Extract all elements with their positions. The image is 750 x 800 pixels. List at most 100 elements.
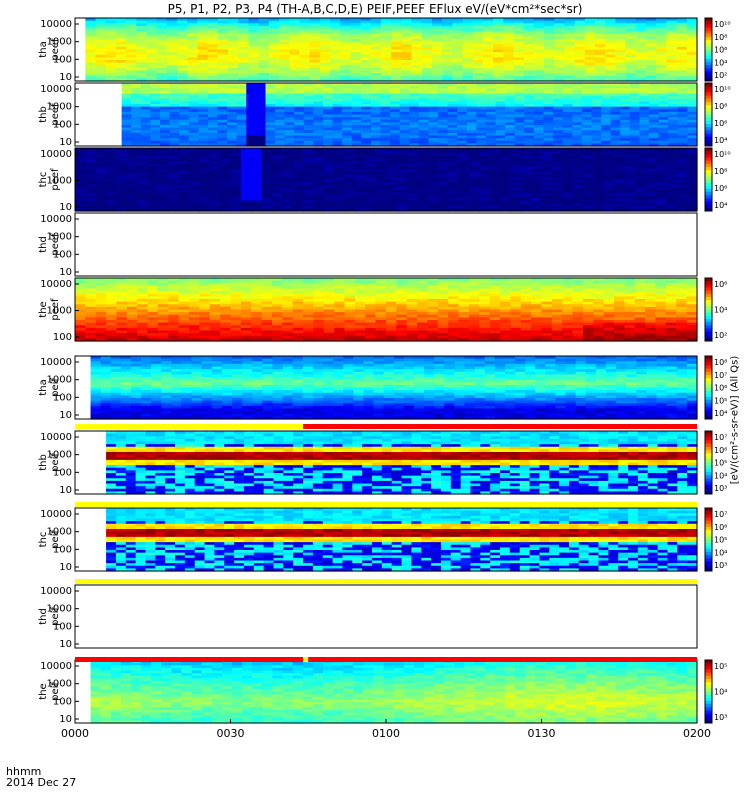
heatmap-cell — [421, 54, 433, 58]
heatmap-cell — [582, 155, 594, 160]
heatmap-cell — [677, 88, 689, 92]
heatmap-cell — [279, 18, 290, 22]
heatmap-cell — [95, 179, 107, 183]
heatmap-cell — [452, 28, 464, 32]
heatmap-cell — [476, 83, 487, 87]
heatmap-cell — [514, 140, 525, 144]
heatmap-cell — [313, 187, 325, 191]
heatmap-cell — [687, 114, 698, 118]
heatmap-cell — [495, 85, 506, 89]
heatmap-cell — [146, 20, 158, 24]
heatmap-cell — [361, 132, 372, 137]
heatmap-cell — [248, 28, 260, 32]
heatmap-cell — [85, 283, 97, 287]
heatmap-cell — [635, 44, 647, 48]
heatmap-cell — [292, 208, 304, 212]
heatmap-cell — [169, 127, 180, 131]
heatmap-cell — [251, 312, 263, 316]
heatmap-cell — [275, 83, 286, 87]
heatmap-cell — [510, 184, 522, 188]
heatmap-cell — [438, 130, 449, 134]
heatmap-cell — [582, 169, 594, 173]
heatmap-cell — [572, 150, 584, 154]
heatmap-cell — [624, 195, 636, 199]
heatmap-cell — [625, 44, 637, 48]
heatmap-cell — [209, 327, 221, 332]
heatmap-cell — [106, 176, 118, 181]
heatmap-cell — [189, 322, 200, 326]
heatmap-cell — [126, 205, 138, 209]
heatmap-cell — [284, 90, 295, 95]
heatmap-cell — [615, 57, 627, 61]
heatmap-cell — [510, 153, 522, 157]
heatmap-cell — [380, 44, 392, 48]
heatmap-cell — [209, 291, 221, 295]
heatmap-cell — [220, 306, 232, 311]
heatmap-cell — [541, 166, 553, 170]
heatmap-cell — [282, 148, 294, 152]
heatmap-cell — [289, 36, 301, 40]
heatmap-cell — [468, 208, 480, 212]
heatmap-cell — [543, 85, 554, 89]
heatmap-cell — [160, 130, 171, 134]
heatmap-cell — [495, 138, 506, 142]
heatmap-cell — [686, 171, 698, 175]
heatmap-cell — [323, 135, 334, 139]
heatmap-cell — [282, 184, 294, 188]
heatmap-cell — [198, 135, 209, 139]
heatmap-cell — [157, 330, 169, 334]
heatmap-cell — [126, 304, 138, 308]
heatmap-cell — [620, 132, 631, 137]
heatmap-cell — [268, 46, 280, 51]
heatmap-cell — [309, 57, 321, 61]
heatmap-cell — [313, 158, 325, 162]
heatmap-cell — [476, 132, 487, 137]
heatmap-cell — [303, 317, 315, 321]
heatmap-cell — [199, 192, 211, 196]
heatmap-cell — [323, 85, 334, 89]
heatmap-cell — [177, 65, 188, 69]
heatmap-cell — [391, 31, 402, 35]
heatmap-cell — [95, 18, 107, 22]
heatmap-cell — [95, 70, 107, 74]
heatmap-cell — [620, 93, 631, 97]
heatmap-cell — [126, 203, 138, 207]
heatmap-cell — [462, 60, 474, 64]
heatmap-cell — [514, 111, 525, 116]
heatmap-cell — [157, 166, 169, 170]
heatmap-cell — [240, 278, 252, 282]
heatmap-cell — [370, 90, 382, 95]
heatmap-cell — [503, 52, 515, 56]
heatmap-cell — [417, 205, 429, 209]
heatmap-cell — [482, 33, 494, 37]
heatmap-cell — [332, 138, 343, 142]
heatmap-cell — [150, 85, 161, 89]
heatmap-cell — [85, 195, 97, 199]
heatmap-cell — [75, 158, 86, 162]
heatmap-cell — [677, 130, 689, 134]
heatmap-cell — [386, 187, 397, 191]
heatmap-cell — [198, 122, 209, 126]
heatmap-cell — [207, 83, 219, 87]
heatmap-cell — [524, 111, 535, 116]
heatmap-cell — [126, 200, 138, 204]
heatmap-cell — [476, 104, 487, 108]
heatmap-cell — [687, 96, 698, 100]
heatmap-cell — [292, 158, 304, 162]
heatmap-cell — [246, 140, 257, 144]
heatmap-cell — [261, 325, 273, 329]
heatmap-cell — [610, 122, 621, 126]
heatmap-cell — [198, 106, 209, 110]
heatmap-cell — [562, 158, 574, 162]
heatmap-cell — [574, 44, 586, 48]
heatmap-cell — [177, 57, 188, 61]
heatmap-cell — [544, 28, 555, 32]
heatmap-cell — [188, 96, 199, 100]
heatmap-cell — [562, 174, 574, 178]
heatmap-cell — [188, 114, 199, 118]
heatmap-cell — [121, 132, 132, 137]
heatmap-cell — [121, 127, 132, 131]
heatmap-cell — [562, 166, 574, 170]
heatmap-cell — [457, 83, 468, 87]
heatmap-cell — [658, 93, 669, 97]
